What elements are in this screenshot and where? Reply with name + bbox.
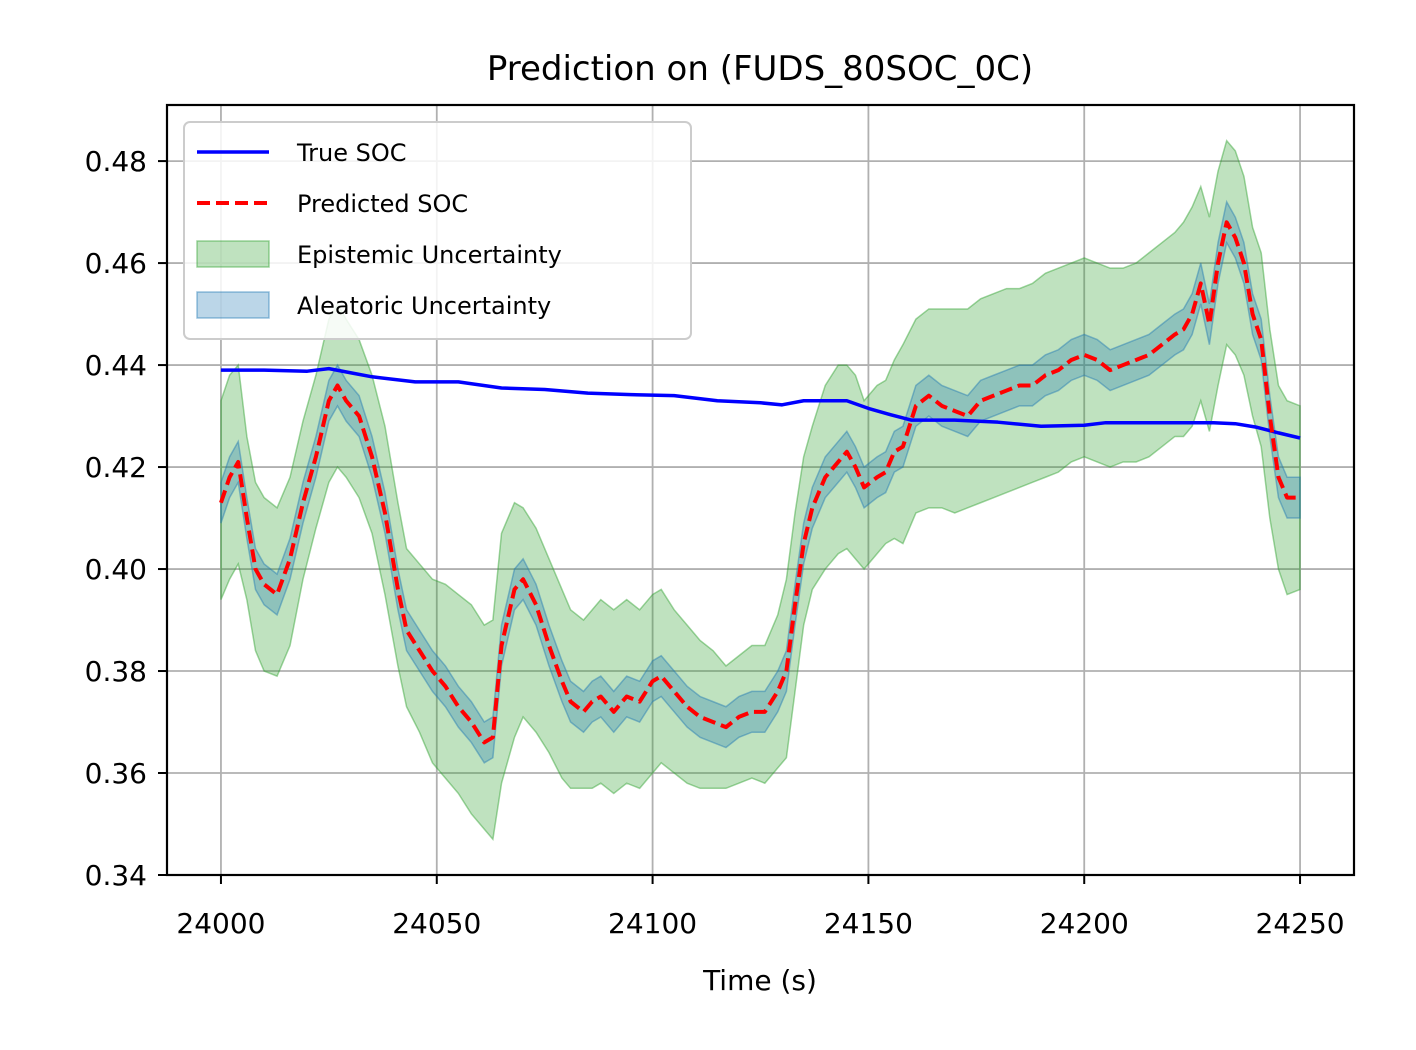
legend: True SOC Predicted SOC Epistemic Uncertain… bbox=[183, 121, 692, 340]
y-tick-label: 0.36 bbox=[85, 757, 147, 790]
y-tick-label: 0.48 bbox=[85, 145, 147, 178]
uncertainty-bands bbox=[220, 139, 1301, 842]
true-soc-line bbox=[220, 366, 1301, 440]
aleatoric-uncertainty-band bbox=[220, 199, 1301, 764]
legend-aleatoric-swatch bbox=[196, 291, 270, 319]
y-tick-label: 0.44 bbox=[85, 349, 147, 382]
x-tick-label: 24200 bbox=[1040, 907, 1129, 940]
y-tick-label: 0.46 bbox=[85, 247, 147, 280]
epistemic-uncertainty-band bbox=[220, 139, 1301, 842]
legend-box bbox=[183, 121, 692, 340]
x-tick-label: 24150 bbox=[824, 907, 913, 940]
x-tick-label: 24250 bbox=[1256, 907, 1345, 940]
x-tick-label: 24000 bbox=[176, 907, 265, 940]
y-tick-label: 0.42 bbox=[85, 451, 147, 484]
axis-ticks: 24000 24050 24100 24150 24200 24250 0.34 0.36 0.… bbox=[85, 145, 1345, 940]
legend-epistemic-swatch bbox=[196, 240, 270, 268]
y-tick-label: 0.34 bbox=[85, 859, 147, 892]
x-tick-label: 24100 bbox=[608, 907, 697, 940]
y-tick-label: 0.38 bbox=[85, 655, 147, 688]
series-lines bbox=[219, 220, 1301, 745]
x-tick-label: 24050 bbox=[392, 907, 481, 940]
legend-label: True SOC bbox=[296, 139, 407, 167]
x-axis-title: Time (s) bbox=[702, 964, 817, 997]
predicted-soc-line bbox=[219, 220, 1301, 745]
y-tick-label: 0.40 bbox=[85, 553, 147, 586]
legend-label: Predicted SOC bbox=[297, 190, 468, 218]
legend-label: Aleatoric Uncertainty bbox=[297, 292, 551, 320]
plot-frame bbox=[165, 103, 1356, 877]
chart-title: Prediction on (FUDS_80SOC_0C) bbox=[487, 49, 1033, 89]
legend-label: Epistemic Uncertainty bbox=[297, 241, 562, 269]
